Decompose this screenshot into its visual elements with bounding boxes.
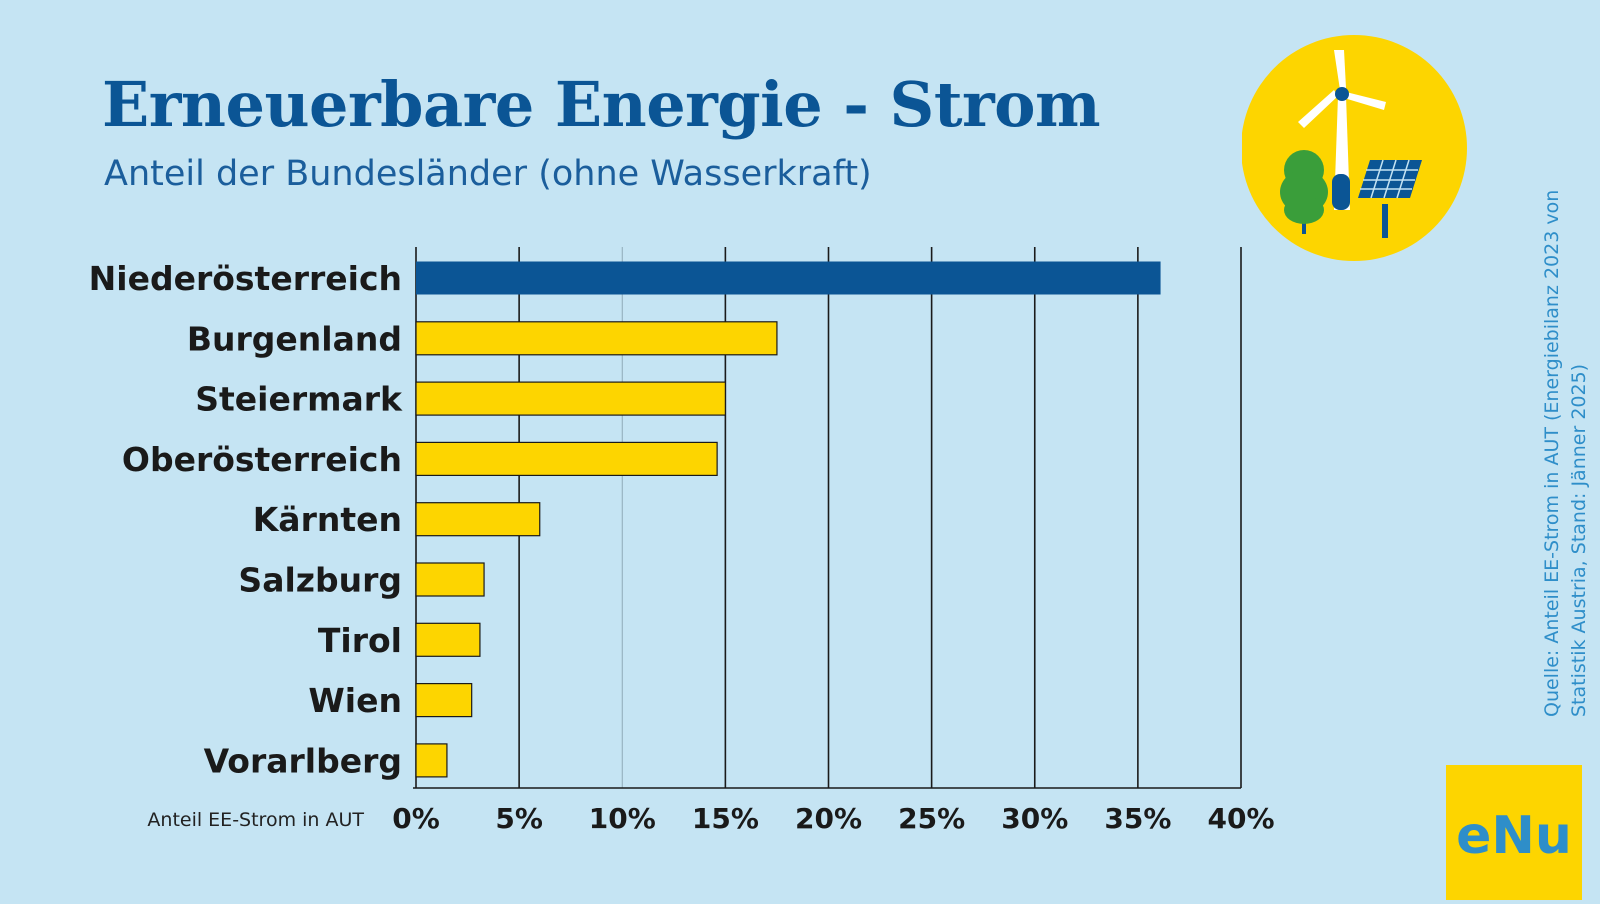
tick-labels: 0% 5% 10% 15% 20% 25% 30% 35% 40% bbox=[392, 802, 1274, 835]
category-label: Oberösterreich bbox=[122, 440, 402, 479]
category-label: Vorarlberg bbox=[204, 741, 402, 780]
category-label: Wien bbox=[308, 681, 402, 720]
x-axis-label: Anteil EE-Strom in AUT bbox=[147, 809, 364, 831]
source-note: Quelle: Anteil EE-Strom in AUT (Energieb… bbox=[1539, 157, 1599, 717]
category-labels: Niederösterreich Burgenland Steiermark Ober… bbox=[89, 259, 403, 780]
x-tick-label: 20% bbox=[795, 802, 862, 835]
category-label: Steiermark bbox=[195, 380, 403, 419]
grid-lines bbox=[413, 247, 1242, 789]
source-line-1: Quelle: Anteil EE-Strom in AUT (Energieb… bbox=[1541, 189, 1563, 717]
x-tick-label: 10% bbox=[589, 802, 656, 835]
wind-turbine-tree-solar-icon bbox=[1242, 35, 1467, 261]
bar-chart: Niederösterreich Burgenland Steiermark Ober… bbox=[89, 247, 1275, 835]
category-label: Kärnten bbox=[253, 500, 402, 539]
bar bbox=[415, 622, 481, 657]
category-label: Niederösterreich bbox=[89, 259, 402, 298]
x-tick-label: 30% bbox=[1001, 802, 1068, 835]
chart-subtitle: Anteil der Bundesländer (ohne Wasserkraf… bbox=[104, 154, 872, 194]
bar bbox=[415, 321, 778, 356]
category-label: Salzburg bbox=[238, 561, 402, 600]
x-tick-label: 5% bbox=[495, 802, 543, 835]
bar bbox=[415, 502, 541, 537]
bars bbox=[415, 261, 1161, 778]
logo-text: eNu bbox=[1456, 806, 1572, 866]
category-label: Burgenland bbox=[187, 319, 402, 358]
x-tick-label: 40% bbox=[1207, 802, 1274, 835]
bar bbox=[416, 261, 1161, 295]
bar bbox=[415, 441, 718, 476]
source-line-2: Statistik Austria, Stand: Jänner 2025) bbox=[1568, 363, 1590, 717]
category-label: Tirol bbox=[318, 621, 402, 660]
bar bbox=[415, 381, 726, 416]
chart-title: Erneuerbare Energie - Strom bbox=[102, 68, 1101, 141]
x-tick-label: 35% bbox=[1104, 802, 1171, 835]
bar bbox=[415, 743, 448, 778]
x-tick-label: 0% bbox=[392, 802, 440, 835]
enu-logo: eNu bbox=[1446, 765, 1582, 900]
x-tick-label: 15% bbox=[692, 802, 759, 835]
bar bbox=[415, 682, 473, 718]
bar bbox=[415, 562, 485, 597]
x-tick-label: 25% bbox=[898, 802, 965, 835]
